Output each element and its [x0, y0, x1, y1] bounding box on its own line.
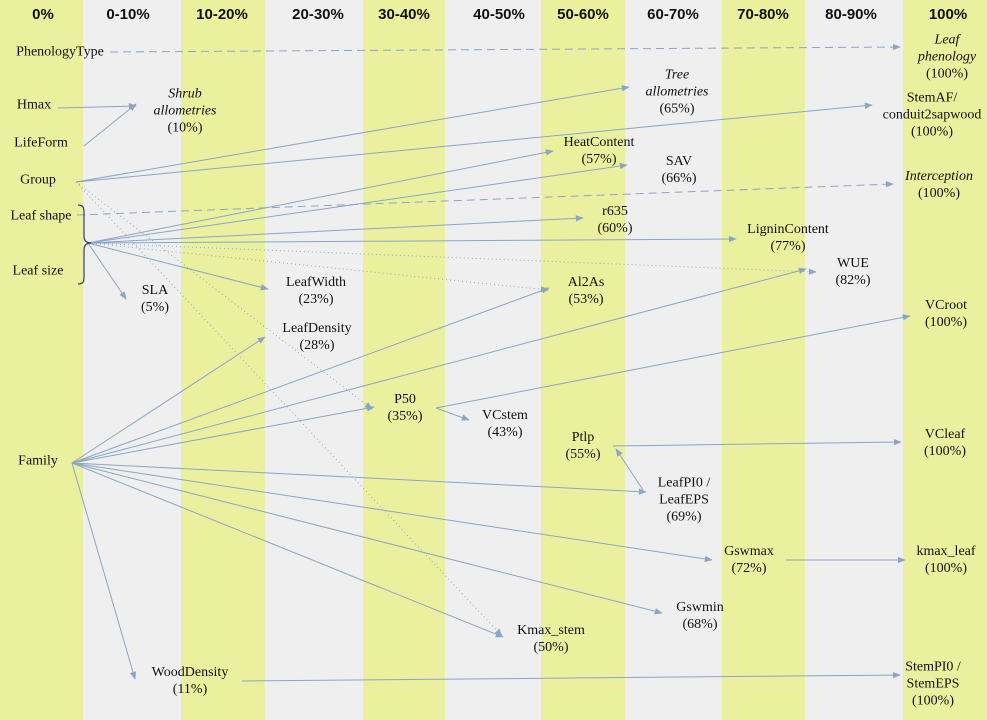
node-r635: r635 (60%)	[597, 204, 633, 236]
node-leaf-phenology: Leaf phenology (100%)	[917, 32, 977, 82]
leaf-brace	[77, 204, 92, 285]
edge-family-leafpi0	[71, 462, 647, 495]
node-wooddensity: WoodDensity (11%)	[151, 665, 229, 697]
band-70-80	[722, 0, 805, 720]
node-kmax-leaf: kmax_leaf (100%)	[916, 544, 976, 576]
node-p50: P50 (35%)	[387, 392, 423, 424]
node-wue: WUE (82%)	[835, 256, 871, 288]
band-80-90	[805, 0, 903, 720]
node-al2as: Al2As (53%)	[567, 275, 605, 307]
node-vcstem: VCstem (43%)	[482, 408, 528, 440]
edge-leaf-r635	[87, 215, 584, 244]
node-leafwidth: LeafWidth (23%)	[285, 275, 347, 307]
node-group: Group	[20, 172, 56, 188]
edge-wooddensity-stempi0	[241, 671, 901, 682]
column-header-80-90: 80-90%	[825, 6, 877, 23]
edge-leaf-sav	[87, 162, 628, 244]
node-stempi0-stemeps: StemPI0 /StemEPS (100%)	[905, 659, 961, 709]
edge-hmax-shrub	[57, 102, 137, 110]
node-sav: SAV (66%)	[661, 154, 697, 186]
node-hmax: Hmax	[16, 97, 52, 113]
column-header-100: 100%	[928, 6, 968, 23]
node-gswmax: Gswmax (72%)	[724, 544, 774, 576]
node-leafshape: Leaf shape	[10, 208, 72, 224]
edge-group-tree	[75, 85, 630, 183]
band-100	[903, 0, 987, 720]
column-header-50-60: 50-60%	[557, 6, 609, 23]
edge-leaf-heatcontent	[87, 149, 554, 244]
edge-family-kmaxstem	[71, 462, 504, 638]
column-header-0: 0%	[32, 6, 54, 23]
edge-phenologytype-leafphenology	[109, 43, 901, 53]
node-gswmin: Gswmin (68%)	[676, 600, 724, 632]
band-0-10	[83, 0, 181, 720]
node-heatcontent: HeatContent (57%)	[563, 135, 635, 167]
node-tree-allometries: Tree allometries (65%)	[645, 67, 709, 117]
column-header-30-40: 30-40%	[378, 6, 430, 23]
node-sla: SLA (5%)	[141, 283, 169, 315]
node-shrub-allometries: Shrub allometries (10%)	[153, 86, 217, 136]
node-interception: Interception (100%)	[905, 169, 973, 201]
column-header-60-70: 60-70%	[647, 6, 699, 23]
edge-leaf-wue-dotted	[87, 242, 817, 275]
edge-family-al2as	[71, 287, 550, 464]
edge-p50-vcroot	[435, 314, 911, 409]
node-vcroot: VCroot (100%)	[925, 298, 967, 330]
node-leafpi0-leafeps: LeafPI0 /LeafEPS (69%)	[657, 475, 711, 525]
edge-family-wue	[71, 267, 807, 464]
column-header-20-30: 20-30%	[292, 6, 344, 23]
column-header-10-20: 10-20%	[196, 6, 248, 23]
band-20-30	[265, 0, 363, 720]
edge-leaf-lignin	[87, 235, 737, 244]
edge-family-gswmin	[71, 462, 663, 615]
edge-leafpi0-ptlp	[615, 448, 644, 491]
edge-ptlp-vcleaf	[612, 438, 902, 447]
node-kmaxstem: Kmax_stem (50%)	[517, 623, 585, 655]
edge-family-wooddensity	[71, 462, 137, 680]
edge-leaf-leafwidth	[87, 242, 269, 291]
column-header-70-80: 70-80%	[737, 6, 789, 23]
band-30-40	[363, 0, 445, 720]
node-stemaf-conduit2sapwood: StemAF/conduit2sapwood (100%)	[882, 90, 982, 140]
edge-family-gswmax	[71, 462, 713, 563]
band-0	[0, 0, 83, 720]
edge-family-p50	[71, 405, 375, 464]
column-header-40-50: 40-50%	[473, 6, 525, 23]
edge-leaf-sla	[87, 242, 127, 300]
node-leafdensity: LeafDensity (28%)	[282, 321, 352, 353]
edge-leafshape-interception	[76, 181, 894, 216]
node-phenologytype: PhenologyType	[16, 44, 104, 60]
edge-family-leafdensity	[71, 336, 266, 464]
band-10-20	[181, 0, 265, 720]
edge-group-stemaf	[75, 102, 873, 183]
node-lignincontent: LigninContent (77%)	[747, 222, 829, 254]
edge-lifeform-shrub	[83, 103, 137, 147]
node-ptlp: Ptlp (55%)	[565, 430, 601, 462]
node-vcleaf: VCleaf (100%)	[924, 427, 966, 459]
node-lifeform: LifeForm	[14, 135, 68, 151]
edge-p50-vcstem	[435, 407, 470, 421]
node-leafsize: Leaf size	[12, 263, 64, 279]
band-60-70	[625, 0, 722, 720]
node-family: Family	[18, 453, 58, 469]
column-header-0-10: 0-10%	[106, 6, 150, 23]
